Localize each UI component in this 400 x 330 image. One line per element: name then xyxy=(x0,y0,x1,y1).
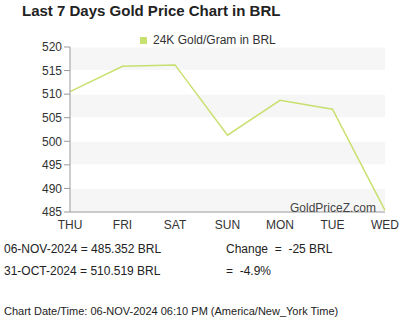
html-text:Change = -25 BRL: Change = -25 BRL xyxy=(226,242,333,256)
svg-text:495: 495 xyxy=(42,158,62,172)
svg-text:485: 485 xyxy=(42,205,62,219)
svg-text:510: 510 xyxy=(42,87,62,101)
svg-text:SUN: SUN xyxy=(215,218,240,232)
svg-text:FRI: FRI xyxy=(113,218,132,232)
html-text:31-OCT-2024 = 510.519 BRL: 31-OCT-2024 = 510.519 BRL xyxy=(4,264,161,278)
svg-text:505: 505 xyxy=(42,111,62,125)
html-text:= -4.9%: = -4.9% xyxy=(226,264,271,278)
svg-text:SAT: SAT xyxy=(164,218,187,232)
html-text:06-NOV-2024 = 485.352 BRL: 06-NOV-2024 = 485.352 BRL xyxy=(4,242,162,256)
svg-text:490: 490 xyxy=(42,182,62,196)
html-text:GoldPriceZ.com: GoldPriceZ.com xyxy=(290,201,376,215)
svg-text:TUE: TUE xyxy=(321,218,345,232)
svg-text:500: 500 xyxy=(42,135,62,149)
html-text:24K Gold/Gram in BRL: 24K Gold/Gram in BRL xyxy=(153,33,276,47)
html-text:Last 7 Days Gold Price Chart i: Last 7 Days Gold Price Chart in BRL xyxy=(22,2,281,19)
svg-text:515: 515 xyxy=(42,64,62,78)
html-text:Chart Date/Time: 06-NOV-2024 0: Chart Date/Time: 06-NOV-2024 06:10 PM (A… xyxy=(4,305,339,317)
svg-text:THU: THU xyxy=(58,218,83,232)
svg-text:WED: WED xyxy=(371,218,392,232)
svg-text:520: 520 xyxy=(42,40,62,54)
svg-text:MON: MON xyxy=(266,218,294,232)
